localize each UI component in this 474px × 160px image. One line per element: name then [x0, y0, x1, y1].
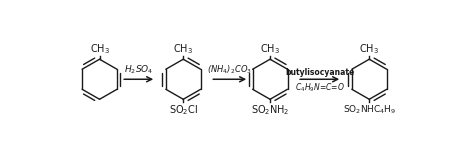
- Text: SO$_2$Cl: SO$_2$Cl: [169, 103, 198, 117]
- Text: CH$_3$: CH$_3$: [173, 42, 193, 56]
- Text: (NH$_4$)$_2$CO$_3$: (NH$_4$)$_2$CO$_3$: [207, 64, 252, 76]
- Text: SO$_2$NH$_2$: SO$_2$NH$_2$: [251, 103, 289, 117]
- Text: SO$_2$NHC$_4$H$_9$: SO$_2$NHC$_4$H$_9$: [343, 103, 396, 116]
- Text: H$_2$SO$_4$: H$_2$SO$_4$: [124, 64, 154, 76]
- Text: CH$_3$: CH$_3$: [260, 42, 280, 56]
- Text: butylisocyanate: butylisocyanate: [285, 68, 354, 77]
- Text: CH$_3$: CH$_3$: [359, 42, 379, 56]
- Text: C$_4$H$_9$N=C=O: C$_4$H$_9$N=C=O: [295, 82, 345, 94]
- Text: CH$_3$: CH$_3$: [90, 42, 109, 56]
